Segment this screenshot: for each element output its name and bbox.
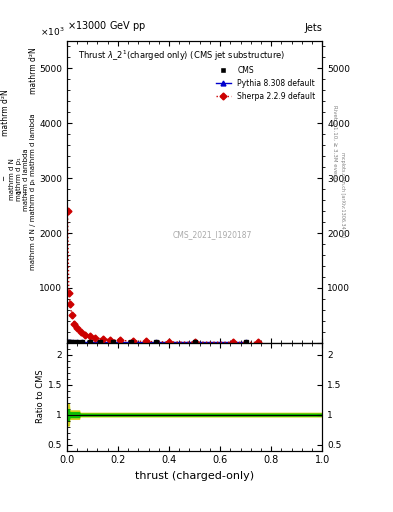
Pythia 8.308 default: [68, 339, 72, 346]
Y-axis label: Ratio to CMS: Ratio to CMS: [36, 370, 45, 423]
Sherpa 2.2.9 default: [192, 339, 197, 345]
Sherpa 2.2.9 default: [131, 338, 136, 344]
Legend: CMS, Pythia 8.308 default, Sherpa 2.2.9 default: CMS, Pythia 8.308 default, Sherpa 2.2.9 …: [213, 63, 318, 103]
Sherpa 2.2.9 default: [87, 333, 92, 339]
Sherpa 2.2.9 default: [65, 208, 70, 214]
Sherpa 2.2.9 default: [118, 337, 123, 344]
Sherpa 2.2.9 default: [66, 290, 71, 296]
Pythia 8.308 default: [75, 339, 79, 346]
Text: Jets: Jets: [305, 23, 322, 33]
CMS: [66, 339, 71, 346]
Text: $\times$13000 GeV pp: $\times$13000 GeV pp: [67, 19, 146, 33]
CMS: [87, 339, 92, 346]
Text: mcplots.cern.ch [arXiv:1306.3436]: mcplots.cern.ch [arXiv:1306.3436]: [340, 152, 345, 237]
CMS: [110, 339, 115, 346]
Sherpa 2.2.9 default: [75, 325, 79, 331]
Text: mathrm d²N: mathrm d²N: [29, 47, 38, 94]
Sherpa 2.2.9 default: [144, 338, 149, 345]
Pythia 8.308 default: [110, 339, 115, 346]
Line: Pythia 8.308 default: Pythia 8.308 default: [65, 340, 248, 345]
X-axis label: thrust (charged-only): thrust (charged-only): [135, 471, 254, 481]
CMS: [80, 339, 84, 346]
Sherpa 2.2.9 default: [167, 339, 171, 345]
CMS: [192, 339, 197, 346]
CMS: [97, 339, 102, 346]
Pythia 8.308 default: [80, 339, 84, 346]
Sherpa 2.2.9 default: [83, 331, 87, 337]
Sherpa 2.2.9 default: [108, 337, 113, 343]
Pythia 8.308 default: [66, 339, 71, 346]
Text: $\times 10^3$: $\times 10^3$: [40, 26, 64, 38]
Sherpa 2.2.9 default: [100, 336, 105, 342]
CMS: [154, 339, 158, 346]
Text: Rivet 3.1.10, ≥ 3.3M events: Rivet 3.1.10, ≥ 3.3M events: [332, 105, 337, 182]
Sherpa 2.2.9 default: [230, 339, 235, 346]
Pythia 8.308 default: [129, 339, 133, 346]
Sherpa 2.2.9 default: [70, 312, 74, 318]
Text: Thrust $\lambda\_2^1$(charged only) (CMS jet substructure): Thrust $\lambda\_2^1$(charged only) (CMS…: [78, 49, 285, 63]
Sherpa 2.2.9 default: [93, 335, 97, 341]
Pythia 8.308 default: [71, 339, 75, 346]
CMS: [71, 339, 75, 346]
Pythia 8.308 default: [65, 339, 70, 346]
Text: 1
―
mathrm d N / mathrm d pₜ mathrm d lambda: 1 ― mathrm d N / mathrm d pₜ mathrm d la…: [16, 114, 36, 270]
Text: mathrm d²N: mathrm d²N: [2, 89, 10, 136]
Pythia 8.308 default: [154, 339, 158, 346]
Pythia 8.308 default: [243, 339, 248, 346]
Sherpa 2.2.9 default: [72, 321, 77, 327]
Pythia 8.308 default: [87, 339, 92, 346]
Sherpa 2.2.9 default: [79, 329, 83, 335]
CMS: [65, 339, 70, 346]
Sherpa 2.2.9 default: [68, 301, 72, 307]
Pythia 8.308 default: [192, 339, 197, 346]
Text: CMS_2021_I1920187: CMS_2021_I1920187: [173, 230, 252, 239]
CMS: [243, 339, 248, 346]
CMS: [129, 339, 133, 346]
CMS: [68, 339, 72, 346]
CMS: [75, 339, 79, 346]
Text: 1
─
mathrm d N
mathrm d p₁
mathrm d lambda: 1 ─ mathrm d N mathrm d p₁ mathrm d lamb…: [0, 148, 29, 210]
Pythia 8.308 default: [97, 339, 102, 346]
Sherpa 2.2.9 default: [256, 339, 261, 346]
Line: Sherpa 2.2.9 default: Sherpa 2.2.9 default: [65, 209, 261, 345]
Line: CMS: CMS: [65, 340, 248, 345]
